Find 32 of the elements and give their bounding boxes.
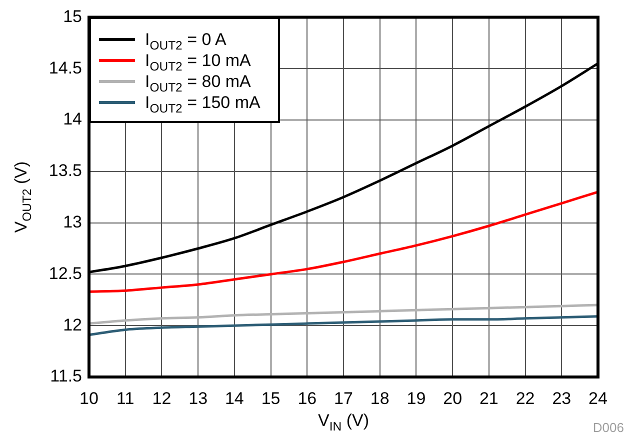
- legend-label: I$_{OUT2}$ = 150 mA: [145, 92, 260, 116]
- y-tick-label: 13: [63, 212, 82, 232]
- x-axis-title: V$_{IN}$ (V): [318, 411, 369, 434]
- y-tick-label: 14.5: [48, 58, 82, 78]
- x-tick-label: 22: [516, 388, 535, 408]
- x-tick-label: 20: [443, 388, 462, 408]
- x-tick-label: 19: [406, 388, 426, 408]
- y-tick-label: 15: [63, 6, 82, 26]
- x-tick-label: 24: [588, 388, 608, 408]
- x-tick-label: 21: [479, 388, 498, 408]
- legend-label: I$_{OUT2}$ = 0 A: [145, 30, 226, 52]
- x-tick-label: 15: [261, 388, 280, 408]
- x-tick-label: 14: [224, 388, 244, 408]
- x-tick-label: 23: [552, 388, 572, 408]
- x-tick-label: 13: [188, 388, 208, 408]
- y-tick-label: 12.5: [48, 264, 82, 283]
- legend-label: I$_{OUT2}$ = 80 mA: [145, 72, 251, 94]
- y-tick-label: 11.5: [50, 366, 82, 386]
- x-tick-label: 10: [80, 388, 98, 408]
- line-series: [89, 315, 598, 336]
- line-series: [89, 304, 598, 325]
- text: D006: [592, 420, 624, 435]
- y-tick-label: 14: [63, 110, 82, 129]
- x-tick-label: 11: [116, 388, 134, 408]
- legend-label: I$_{OUT2}$ = 10 mA: [145, 50, 251, 74]
- x-tick-label: 18: [370, 388, 390, 408]
- line-series: [89, 190, 598, 293]
- x-tick-label: 16: [298, 388, 317, 408]
- y-tick-label: 12: [63, 315, 82, 334]
- x-tick-label: 12: [152, 388, 172, 408]
- x-tick-label: 17: [334, 388, 353, 408]
- y-tick-label: 13.5: [48, 161, 82, 180]
